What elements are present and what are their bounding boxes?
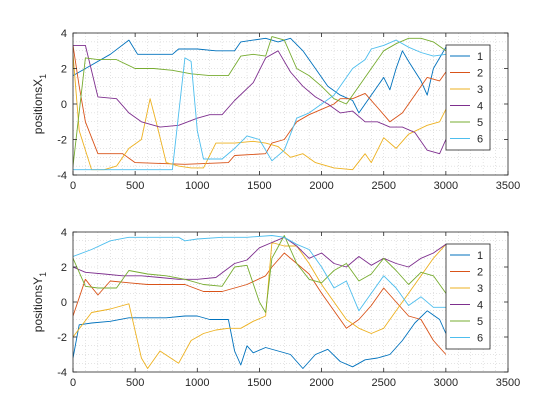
x-tick-label: 0: [70, 377, 76, 389]
series-line-5: [73, 235, 447, 313]
x-tick-label: 3000: [434, 180, 458, 192]
x-tick-label: 2000: [309, 180, 333, 192]
legend-label-2: 2: [477, 267, 483, 279]
y-axis-label: positionsX1: [31, 74, 48, 134]
y-tick-label: 0: [61, 99, 67, 111]
y-tick-label: 4: [61, 227, 67, 239]
legend-box: [445, 44, 491, 151]
legend-label-5: 5: [477, 117, 483, 129]
legend-label-4: 4: [477, 101, 483, 113]
y-tick-label: 0: [61, 297, 67, 309]
y-tick-label: 4: [61, 28, 67, 40]
x-tick-label: 3500: [496, 377, 520, 389]
series-line-1: [73, 310, 447, 369]
y-tick-label: -4: [57, 170, 67, 182]
series-lines: [73, 235, 447, 369]
x-tick-label: 500: [126, 180, 144, 192]
x-tick-label: 3000: [434, 377, 458, 389]
x-tick-label: 2000: [309, 377, 333, 389]
series-line-5: [73, 36, 447, 167]
chart-panel-1: 0 500 1000 1500 2000 2500 3000 3500 -4 -2 0 2 4 posit…: [31, 28, 520, 192]
x-tick-label: 1000: [185, 377, 209, 389]
y-axis-label-subscript: 1: [38, 272, 48, 277]
y-tick-label: 2: [61, 64, 67, 76]
series-line-2: [73, 45, 447, 165]
x-tick-label: 2500: [371, 180, 395, 192]
x-tick-label: 1000: [185, 180, 209, 192]
y-tick-label: -2: [57, 135, 67, 147]
x-tick-label: 2500: [371, 377, 395, 389]
chart-panel-2: 0 500 1000 1500 2000 2500 3000 3500 -4 -2 0 2 4 posit…: [31, 227, 520, 389]
series-line-3: [73, 54, 447, 171]
x-tick-label: 1500: [247, 180, 271, 192]
legend-label-1: 1: [477, 51, 483, 63]
series-line-6: [73, 235, 446, 312]
y-tick-label: -2: [57, 332, 67, 344]
y-tick-label: 2: [61, 262, 67, 274]
y-axis-label-subscript: 1: [38, 74, 48, 79]
y-axis-label: positionsY1: [31, 272, 48, 332]
x-tick-label: 500: [126, 377, 144, 389]
y-tick-label: -4: [57, 367, 67, 379]
x-tick-label: 0: [70, 180, 76, 192]
series-line-4: [73, 44, 447, 155]
series-line-1: [73, 37, 447, 114]
legend: 1 2 3 4 5 6: [445, 243, 491, 350]
series-line-6: [73, 39, 446, 171]
y-axis-label-main: positionsX: [31, 79, 45, 134]
legend-label-4: 4: [477, 300, 483, 312]
legend-label-5: 5: [477, 316, 483, 328]
series-lines: [73, 36, 447, 171]
legend-label-6: 6: [477, 333, 483, 345]
x-tick-label: 3500: [496, 180, 520, 192]
series-line-2: [73, 252, 447, 355]
legend-label-3: 3: [477, 84, 483, 96]
y-axis-label-main: positionsY: [31, 277, 45, 332]
x-tick-label: 1500: [247, 377, 271, 389]
series-line-3: [73, 242, 447, 369]
legend-label-3: 3: [477, 283, 483, 295]
legend-label-1: 1: [477, 250, 483, 262]
legend-box: [445, 243, 491, 350]
legend-label-6: 6: [477, 134, 483, 146]
legend: 1 2 3 4 5 6: [445, 44, 491, 151]
legend-label-2: 2: [477, 68, 483, 80]
grid: [73, 33, 508, 175]
